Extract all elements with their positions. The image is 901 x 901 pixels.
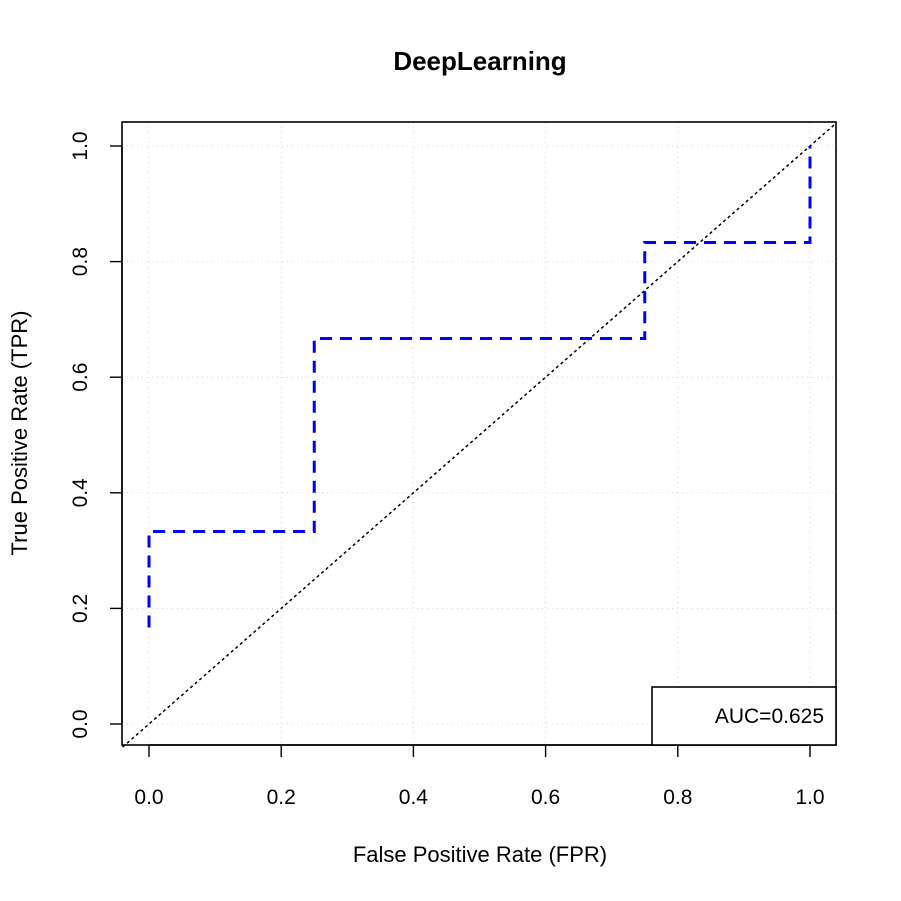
plot-frame: [121, 121, 837, 746]
x-tick-label: 0.6: [531, 786, 560, 809]
y-tick-label: 0.6: [69, 363, 92, 392]
reference-line-group: [122, 122, 837, 748]
y-tick-label: 0.8: [69, 247, 92, 276]
auc-legend: AUC=0.625: [651, 686, 837, 746]
x-axis-label: False Positive Rate (FPR): [353, 842, 607, 867]
x-axis: 0.0 0.2 0.4 0.6 0.8 1.0: [134, 744, 825, 809]
x-tick-label: 1.0: [795, 786, 824, 809]
x-tick-label: 0.8: [663, 786, 692, 809]
y-tick-label: 0.4: [69, 478, 92, 508]
x-tick-label: 0.2: [267, 786, 296, 809]
y-tick-label: 0.0: [69, 709, 92, 738]
x-tick-label: 0.0: [134, 786, 163, 809]
x-tick-label: 0.4: [399, 786, 429, 809]
roc-curve-line: [147, 146, 812, 628]
y-axis-label: True Positive Rate (TPR): [7, 311, 32, 556]
y-axis: 0.0 0.2 0.4 0.6 0.8 1.0: [69, 131, 123, 739]
auc-legend-box: [651, 686, 837, 746]
y-tick-label: 1.0: [69, 131, 92, 160]
chart-title: DeepLearning: [393, 46, 566, 76]
y-tick-label: 0.2: [69, 594, 92, 623]
auc-legend-text: AUC=0.625: [715, 705, 824, 728]
series-group: [147, 146, 812, 628]
reference-diagonal-line: [122, 122, 837, 748]
grid-lines: [122, 122, 836, 745]
